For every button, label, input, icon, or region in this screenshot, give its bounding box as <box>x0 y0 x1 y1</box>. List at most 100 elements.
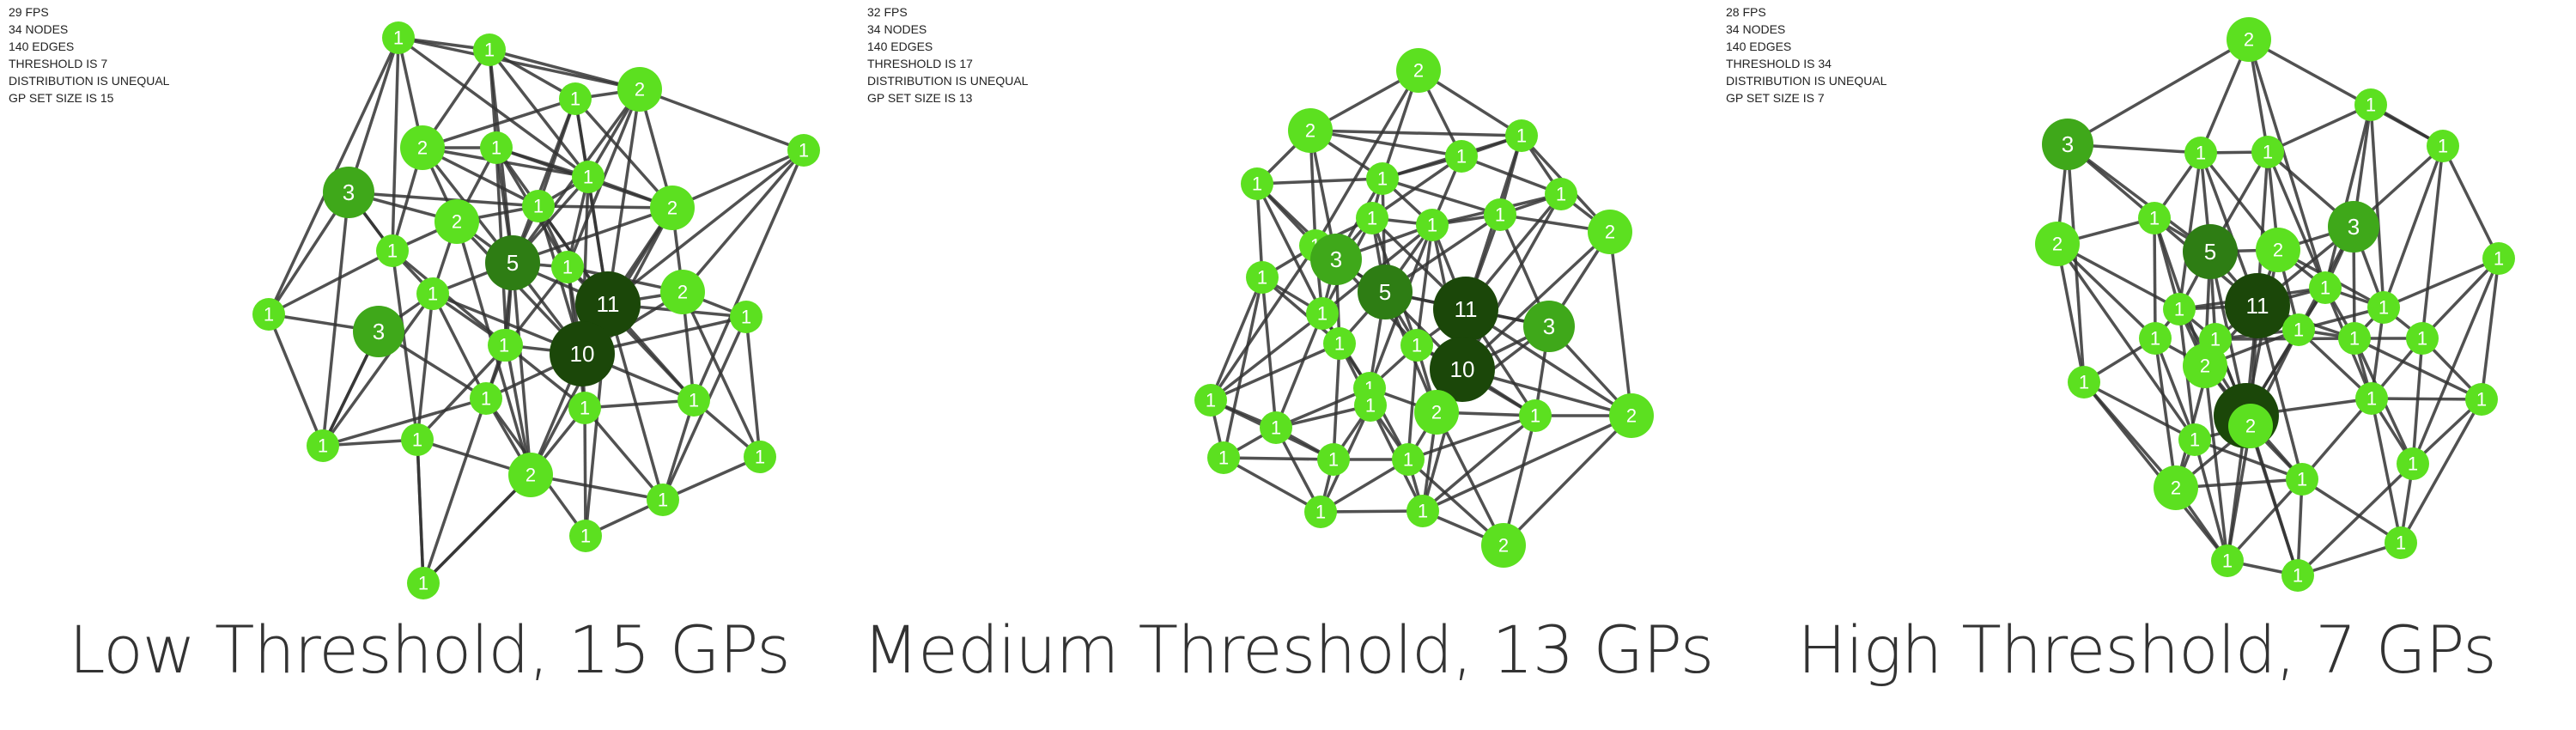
graph-node[interactable]: 1 <box>1306 297 1339 330</box>
graph-node[interactable]: 1 <box>2139 322 2172 355</box>
graph-node[interactable]: 2 <box>508 453 553 497</box>
graph-node[interactable]: 1 <box>2286 463 2318 496</box>
graph-node[interactable]: 1 <box>647 484 679 516</box>
graph-node[interactable]: 1 <box>488 329 520 362</box>
graph-node[interactable]: 1 <box>730 301 762 333</box>
graph-node[interactable]: 1 <box>559 82 592 115</box>
network-graph[interactable]: 111212131121511121321101111121111111 <box>0 0 859 601</box>
graph-node[interactable]: 2 <box>2227 17 2271 62</box>
graph-node[interactable]: 2 <box>2035 222 2080 266</box>
graph-node[interactable]: 11 <box>2225 273 2290 338</box>
graph-node[interactable]: 1 <box>551 251 584 283</box>
graph-node[interactable]: 10 <box>550 321 615 386</box>
graph-node[interactable]: 1 <box>252 298 285 331</box>
graph-node[interactable]: 1 <box>2367 291 2400 324</box>
graph-node[interactable]: 1 <box>1317 443 1350 476</box>
graph-node[interactable]: 1 <box>473 33 506 66</box>
graph-node[interactable]: 1 <box>2355 382 2388 415</box>
graph-node[interactable]: 2 <box>400 125 445 170</box>
graph-node[interactable]: 1 <box>376 234 409 267</box>
graph-node[interactable]: 1 <box>1246 261 1279 294</box>
graph-node[interactable]: 3 <box>1310 234 1362 285</box>
graph-node[interactable]: 10 <box>1430 337 1495 402</box>
graph-node[interactable]: 1 <box>2465 383 2498 416</box>
graph-node[interactable]: 1 <box>416 277 449 310</box>
graph-node[interactable]: 1 <box>1406 495 1439 527</box>
graph-node[interactable]: 2 <box>617 67 662 112</box>
network-graph[interactable]: 231111125231111121111111011121211111 <box>1717 0 2576 601</box>
graph-node[interactable]: 1 <box>401 423 434 456</box>
graph-node[interactable]: 1 <box>744 441 776 473</box>
graph-node[interactable]: 2 <box>1609 393 1654 438</box>
graph-node[interactable]: 1 <box>1519 399 1552 432</box>
graph-node[interactable]: 2 <box>660 270 705 314</box>
graph-node[interactable]: 1 <box>470 382 502 415</box>
graph-node[interactable]: 5 <box>485 235 540 290</box>
graph-node[interactable]: 3 <box>1523 301 1575 352</box>
graph-node[interactable]: 1 <box>2138 202 2171 234</box>
graph-node[interactable]: 1 <box>1207 441 1240 474</box>
graph-node[interactable]: 1 <box>2397 447 2429 480</box>
graph-node[interactable]: 2 <box>1481 523 1526 568</box>
graph-node[interactable]: 2 <box>650 186 695 230</box>
graph-node[interactable]: 1 <box>2482 242 2515 275</box>
graph-node[interactable]: 1 <box>2338 322 2371 355</box>
graph-node[interactable]: 1 <box>787 134 820 167</box>
graph-node[interactable]: 1 <box>2178 423 2211 456</box>
graph-node[interactable]: 1 <box>1260 411 1292 444</box>
graph-node[interactable]: 1 <box>1545 178 1577 210</box>
graph-node[interactable]: 1 <box>1484 198 1516 231</box>
graph-node[interactable]: 1 <box>2163 293 2196 325</box>
graph-node[interactable]: 1 <box>2385 526 2417 559</box>
graph-node[interactable]: 2 <box>1288 108 1333 153</box>
graph-node[interactable]: 1 <box>1392 443 1425 476</box>
graph-node[interactable]: 1 <box>2281 559 2314 592</box>
graph-node[interactable]: 3 <box>2042 119 2093 170</box>
graph-node[interactable]: 1 <box>2406 322 2439 355</box>
graph-node[interactable]: 1 <box>1445 140 1478 173</box>
graph-node[interactable]: 2 <box>434 199 479 244</box>
graph-node[interactable]: 1 <box>382 21 415 54</box>
graph-node[interactable]: 1 <box>2068 366 2100 398</box>
graph-node[interactable]: 2 <box>2256 228 2300 272</box>
graph-node[interactable]: 1 <box>522 190 555 222</box>
graph-node[interactable]: 2 <box>2228 404 2273 448</box>
graph-node[interactable]: 1 <box>2199 323 2232 356</box>
graph-node[interactable]: 1 <box>2309 271 2342 304</box>
graph-node[interactable]: 1 <box>1354 389 1387 422</box>
graph-node[interactable]: 5 <box>2183 224 2238 279</box>
graph-node[interactable]: 1 <box>2251 136 2284 168</box>
graph-node[interactable]: 1 <box>480 131 513 164</box>
graph-node[interactable]: 1 <box>2354 88 2387 121</box>
graph-node[interactable]: 2 <box>1396 48 1441 93</box>
graph-node[interactable]: 1 <box>2184 137 2217 169</box>
graph-node[interactable]: 1 <box>1505 119 1538 152</box>
graph-node[interactable]: 1 <box>2211 544 2244 577</box>
graph-node[interactable]: 1 <box>568 392 601 424</box>
graph-node[interactable]: 1 <box>677 384 710 417</box>
graph-node[interactable]: 1 <box>2427 130 2459 162</box>
graph-node[interactable]: 2 <box>2154 465 2198 510</box>
graph-node[interactable]: 11 <box>1433 277 1498 342</box>
graph-node[interactable]: 1 <box>407 567 440 599</box>
graph-node[interactable]: 1 <box>1194 384 1227 417</box>
graph-node[interactable]: 1 <box>2282 313 2315 346</box>
graph-node[interactable]: 3 <box>353 306 404 357</box>
graph-node[interactable]: 11 <box>575 271 641 337</box>
graph-node[interactable]: 1 <box>1416 209 1449 241</box>
graph-node[interactable]: 1 <box>1356 202 1388 234</box>
graph-node[interactable]: 3 <box>323 167 374 218</box>
graph-node[interactable]: 1 <box>572 161 605 193</box>
graph-node[interactable]: 1 <box>1366 162 1399 195</box>
graph-node[interactable]: 1 <box>307 429 339 462</box>
graph-node[interactable]: 2 <box>1414 390 1459 435</box>
graph-node[interactable]: 1 <box>1323 327 1356 360</box>
graph-node[interactable]: 1 <box>1241 167 1273 200</box>
graph-node[interactable]: 1 <box>1304 496 1337 528</box>
graph-node[interactable]: 1 <box>569 520 602 552</box>
network-graph[interactable]: 221111112131151131111101112111211112 <box>859 0 1717 601</box>
graph-node[interactable]: 3 <box>2328 201 2379 252</box>
graph-node[interactable]: 2 <box>1588 210 1632 254</box>
graph-node[interactable]: 1 <box>1400 329 1433 362</box>
graph-node[interactable]: 5 <box>1358 265 1413 319</box>
